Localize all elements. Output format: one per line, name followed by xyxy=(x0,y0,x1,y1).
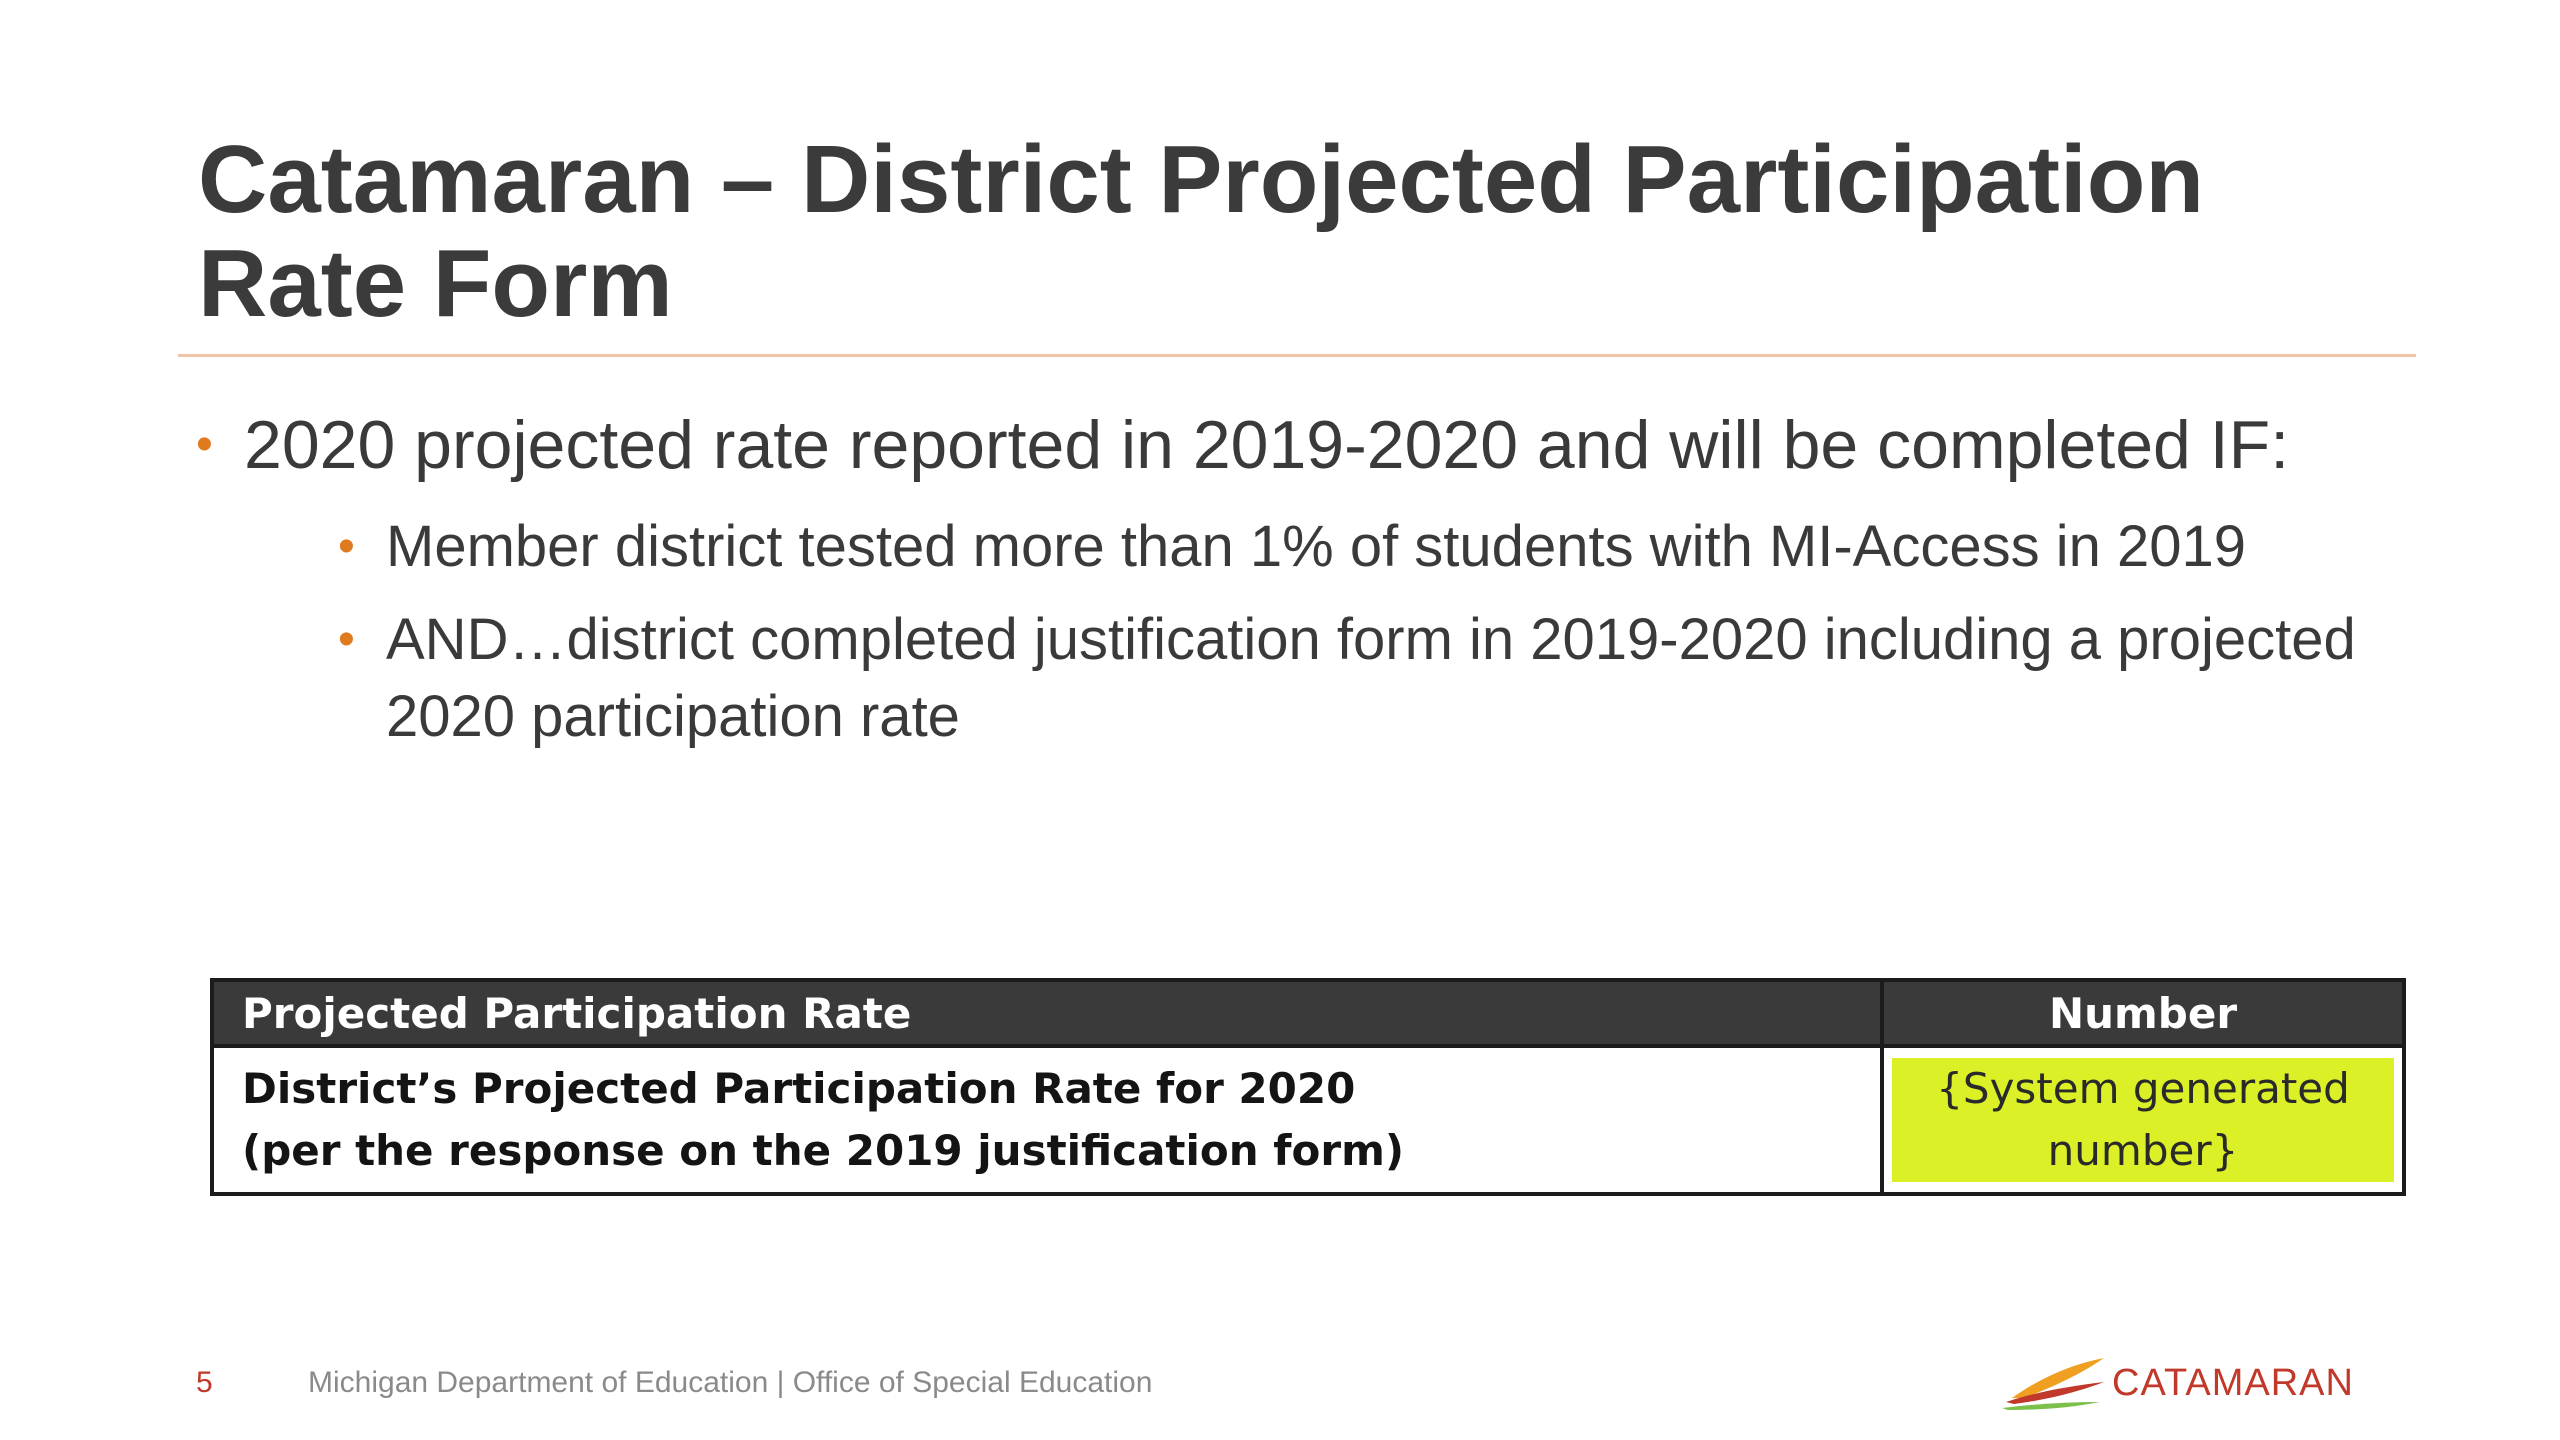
sub-bullet-text: AND…district completed justification for… xyxy=(386,607,2356,749)
table-header-row: Projected Participation Rate Number xyxy=(210,978,2406,1048)
slide-title: Catamaran – District Projected Participa… xyxy=(198,126,2204,337)
row-value-cell: {System generated number} xyxy=(1880,1044,2406,1196)
header-projected-participation-rate: Projected Participation Rate xyxy=(210,978,1884,1048)
catamaran-sail-icon xyxy=(2002,1358,2104,1410)
catamaran-logo: CATAMARAN xyxy=(2000,1352,2400,1412)
value-line2: number} xyxy=(2047,1126,2239,1175)
header-number: Number xyxy=(1880,978,2406,1048)
sub-bullet-text: Member district tested more than 1% of s… xyxy=(386,514,2247,579)
bullet-dot-icon: • xyxy=(338,520,355,573)
row-label-cell: District’s Projected Participation Rate … xyxy=(210,1044,1884,1196)
logo-text: CATAMARAN xyxy=(2112,1362,2354,1404)
title-divider xyxy=(178,354,2416,357)
sub-bullet-item: • Member district tested more than 1% of… xyxy=(244,508,2398,585)
bullet-item: • 2020 projected rate reported in 2019-2… xyxy=(196,400,2398,755)
bullet-text: 2020 projected rate reported in 2019-202… xyxy=(244,407,2290,483)
sub-bullet-item: • AND…district completed justification f… xyxy=(244,601,2398,755)
sub-bullet-list: • Member district tested more than 1% of… xyxy=(244,508,2398,755)
participation-rate-table: Projected Participation Rate Number Dist… xyxy=(210,978,2406,1196)
row-label-line1: District’s Projected Participation Rate … xyxy=(242,1064,1356,1113)
page-number: 5 xyxy=(196,1366,213,1399)
bullet-list: • 2020 projected rate reported in 2019-2… xyxy=(196,400,2398,755)
system-generated-number: {System generated number} xyxy=(1892,1058,2394,1182)
row-label-line2: (per the response on the 2019 justificat… xyxy=(242,1126,1405,1175)
bullet-dot-icon: • xyxy=(338,613,355,666)
table-row: District’s Projected Participation Rate … xyxy=(210,1044,2406,1196)
footer-organization: Michigan Department of Education | Offic… xyxy=(308,1366,1153,1399)
bullet-dot-icon: • xyxy=(196,418,213,471)
value-line1: {System generated xyxy=(1936,1064,2350,1113)
